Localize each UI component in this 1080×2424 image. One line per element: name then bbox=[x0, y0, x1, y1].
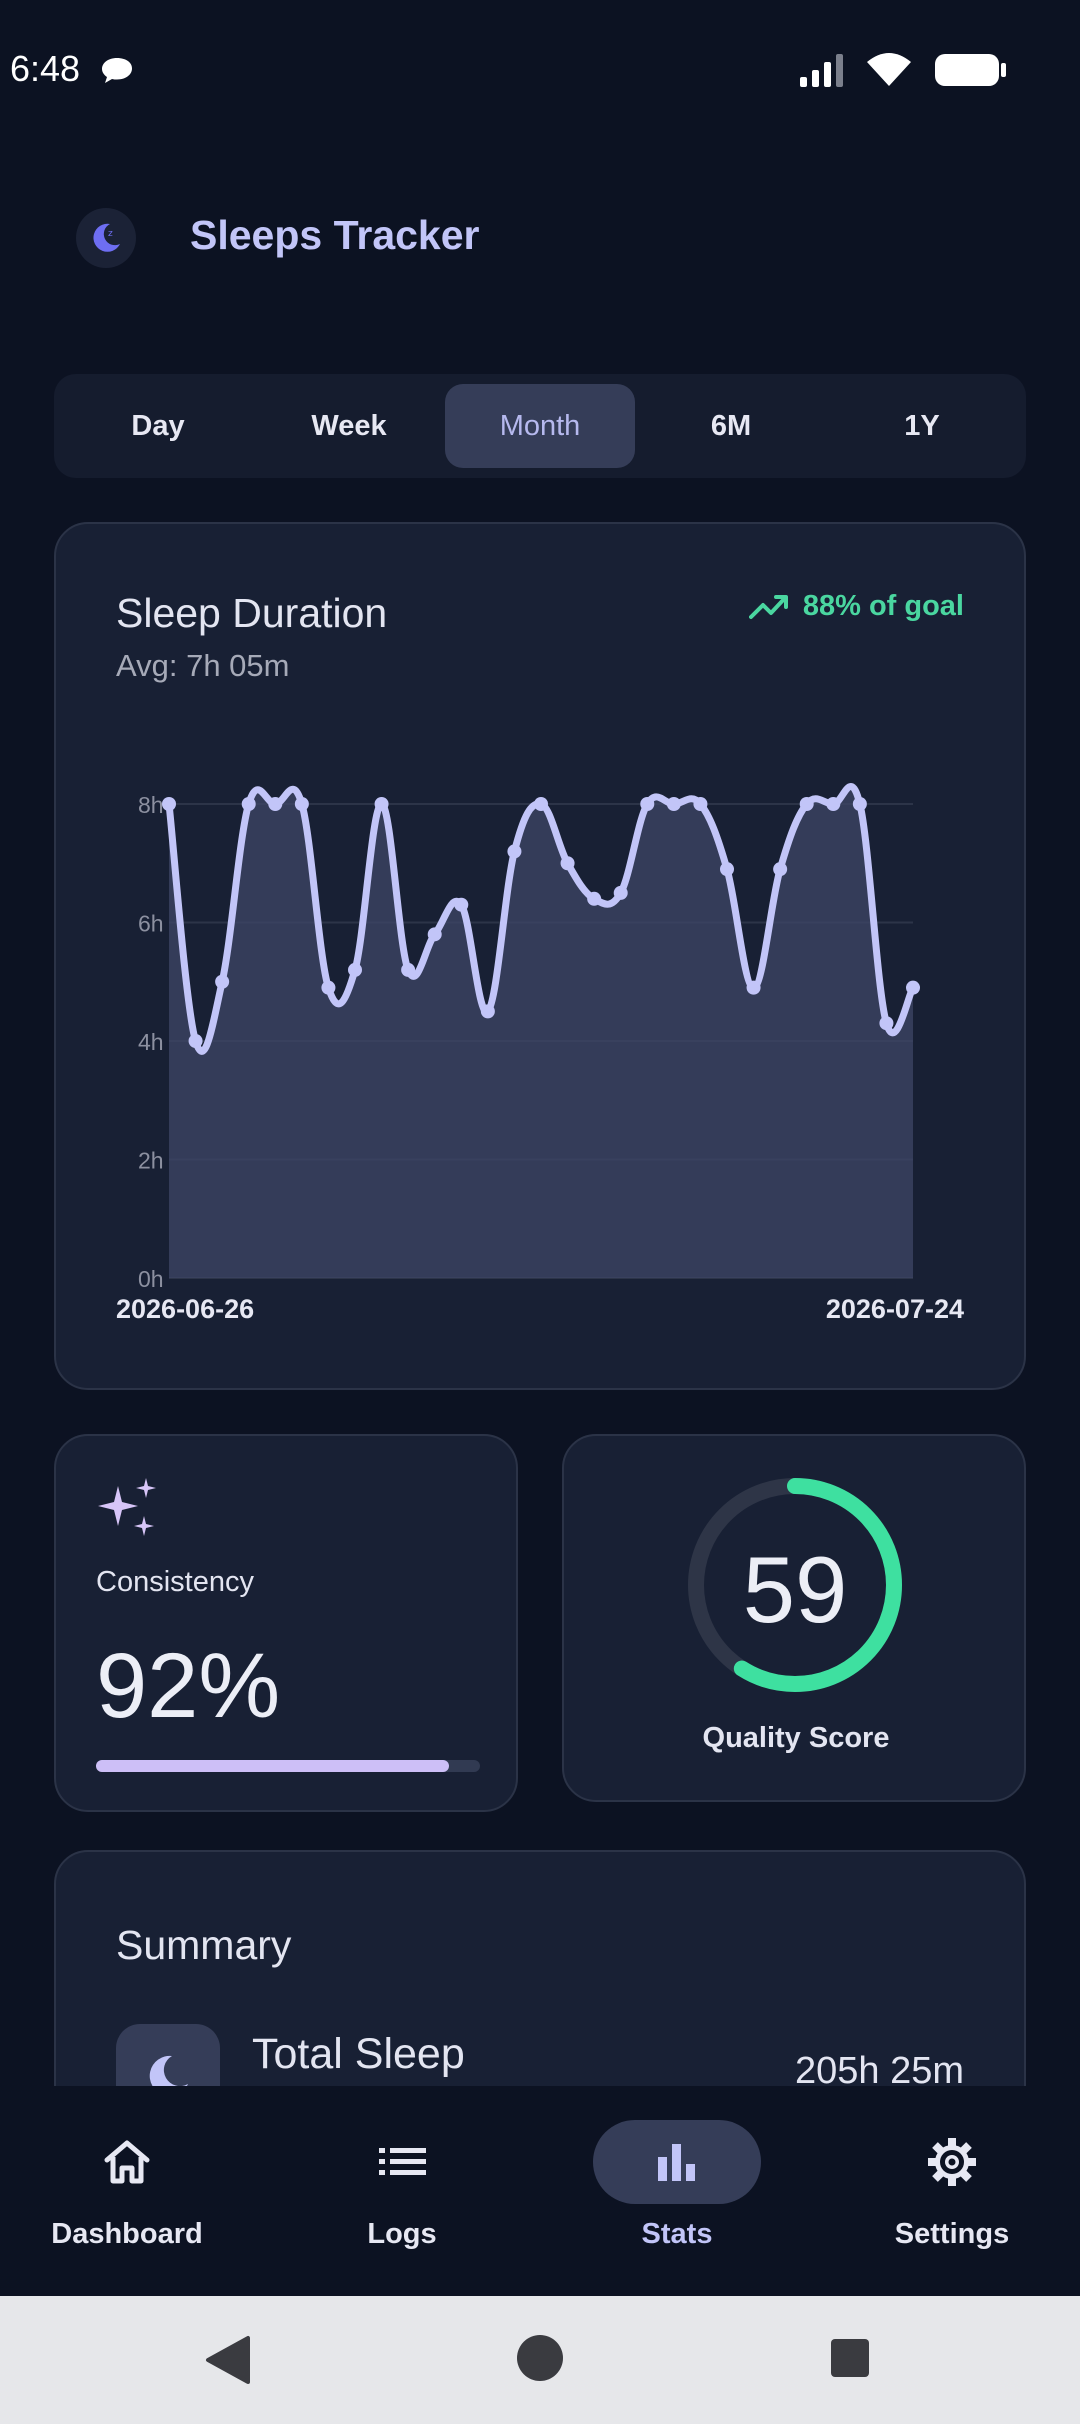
data-point[interactable] bbox=[268, 797, 283, 811]
data-point[interactable] bbox=[507, 844, 522, 859]
system-navigation-bar bbox=[0, 2296, 1080, 2424]
moon-icon bbox=[116, 2024, 220, 2086]
consistency-card: Consistency 92% bbox=[54, 1434, 518, 1812]
range-tabs: Day Week Month 6M 1Y bbox=[54, 374, 1026, 478]
data-point[interactable] bbox=[560, 856, 575, 871]
recents-icon[interactable] bbox=[830, 2338, 870, 2378]
y-tick-label: 2h bbox=[138, 1148, 164, 1174]
data-point[interactable] bbox=[613, 885, 628, 900]
nav-settings-label: Settings bbox=[894, 2218, 1010, 2250]
data-point[interactable] bbox=[906, 980, 920, 995]
quality-ring bbox=[688, 1478, 902, 1692]
message-notification-icon bbox=[100, 56, 134, 91]
nav-stats-label: Stats bbox=[641, 2218, 713, 2250]
data-point[interactable] bbox=[534, 797, 548, 811]
quality-ring-progress bbox=[688, 1478, 902, 1692]
data-point[interactable] bbox=[879, 1016, 894, 1031]
nav-dashboard-label: Dashboard bbox=[51, 2218, 203, 2250]
data-point[interactable] bbox=[640, 797, 655, 811]
data-point[interactable] bbox=[241, 797, 256, 811]
bottom-navigation: Dashboard Logs Stats bbox=[0, 2086, 1080, 2296]
consistency-value: 92% bbox=[96, 1635, 281, 1737]
data-point[interactable] bbox=[188, 1034, 203, 1048]
data-point[interactable] bbox=[348, 962, 362, 977]
chart-start-date: 2026-06-26 bbox=[116, 1294, 255, 1324]
nav-stats[interactable]: Stats bbox=[547, 2120, 807, 2270]
sleep-average: Avg: 7h 05m bbox=[116, 648, 290, 683]
svg-text:z: z bbox=[108, 229, 113, 239]
data-point[interactable] bbox=[294, 797, 309, 811]
y-tick-label: 4h bbox=[138, 1029, 164, 1055]
gear-icon bbox=[928, 2138, 976, 2186]
consistency-progress-fill bbox=[96, 1760, 450, 1772]
data-point[interactable] bbox=[826, 797, 841, 811]
data-point[interactable] bbox=[852, 797, 867, 811]
tab-week[interactable]: Week bbox=[311, 409, 387, 442]
quality-score-value: 59 bbox=[742, 1537, 848, 1642]
tab-6m[interactable]: 6M bbox=[710, 409, 752, 442]
tab-1y[interactable]: 1Y bbox=[904, 409, 940, 442]
data-point[interactable] bbox=[321, 980, 336, 995]
y-tick-label: 6h bbox=[138, 911, 164, 937]
goal-badge: 88% of goal bbox=[748, 590, 964, 623]
home-icon bbox=[104, 2140, 150, 2184]
nav-settings[interactable]: Settings bbox=[822, 2120, 1080, 2270]
list-icon bbox=[379, 2148, 426, 2175]
data-point[interactable] bbox=[374, 797, 389, 811]
y-tick-label: 0h bbox=[138, 1266, 164, 1292]
y-tick-label: 8h bbox=[138, 792, 164, 818]
data-point[interactable] bbox=[215, 974, 230, 989]
data-point[interactable] bbox=[454, 897, 469, 912]
back-icon[interactable] bbox=[204, 2334, 252, 2386]
total-sleep-value: 205h 25m bbox=[794, 2050, 964, 2086]
data-point[interactable] bbox=[746, 980, 761, 995]
app-title: Sleeps Tracker bbox=[190, 212, 480, 258]
status-time: 6:48 bbox=[10, 48, 81, 89]
sparkles-icon bbox=[96, 1476, 160, 1545]
data-point[interactable] bbox=[427, 927, 442, 942]
tab-day[interactable]: Day bbox=[131, 409, 185, 442]
data-point[interactable] bbox=[720, 862, 734, 877]
data-point[interactable] bbox=[587, 891, 602, 906]
data-point[interactable] bbox=[799, 797, 814, 811]
consistency-progress-bar bbox=[96, 1760, 480, 1772]
chart-area-fill bbox=[169, 786, 913, 1278]
sleep-duration-title: Sleep Duration bbox=[116, 590, 388, 636]
summary-card: Summary Total Sleep 205h 25m bbox=[54, 1850, 1026, 2086]
nav-logs[interactable]: Logs bbox=[272, 2120, 532, 2270]
quality-score-label: Quality Score bbox=[702, 1722, 890, 1754]
summary-scroll-area[interactable]: Summary Total Sleep 205h 25m bbox=[0, 1850, 1080, 2086]
trending-up-icon bbox=[748, 594, 788, 619]
signal-icon bbox=[800, 54, 843, 87]
quality-card: 59 Quality Score bbox=[562, 1434, 1026, 1802]
data-point[interactable] bbox=[693, 797, 708, 811]
chart-end-date: 2026-07-24 bbox=[825, 1294, 964, 1324]
app-header: z Sleeps Tracker bbox=[0, 190, 1080, 286]
tab-month[interactable]: Month bbox=[445, 384, 635, 468]
nav-logs-label: Logs bbox=[367, 2218, 437, 2250]
wifi-icon bbox=[867, 53, 911, 86]
home-button-icon[interactable] bbox=[516, 2334, 564, 2382]
summary-title: Summary bbox=[116, 1922, 292, 1968]
sleep-duration-chart: 0h 2h 4h 6h 8h bbox=[138, 783, 920, 1292]
data-point[interactable] bbox=[480, 1004, 495, 1019]
data-point[interactable] bbox=[162, 797, 176, 811]
data-point[interactable] bbox=[401, 962, 416, 977]
battery-icon bbox=[935, 54, 1006, 86]
nav-dashboard[interactable]: Dashboard bbox=[0, 2120, 257, 2270]
data-point[interactable] bbox=[773, 862, 788, 877]
status-bar: 6:48 bbox=[0, 0, 1080, 140]
consistency-label: Consistency bbox=[96, 1566, 254, 1598]
total-sleep-label: Total Sleep bbox=[252, 2030, 465, 2078]
bar-chart-icon bbox=[658, 2144, 695, 2181]
data-point[interactable] bbox=[666, 797, 681, 811]
moon-logo-icon: z bbox=[76, 208, 136, 268]
sleep-duration-card: Sleep Duration Avg: 7h 05m 88% of goal 0… bbox=[54, 522, 1026, 1390]
goal-text: 88% of goal bbox=[802, 590, 964, 622]
